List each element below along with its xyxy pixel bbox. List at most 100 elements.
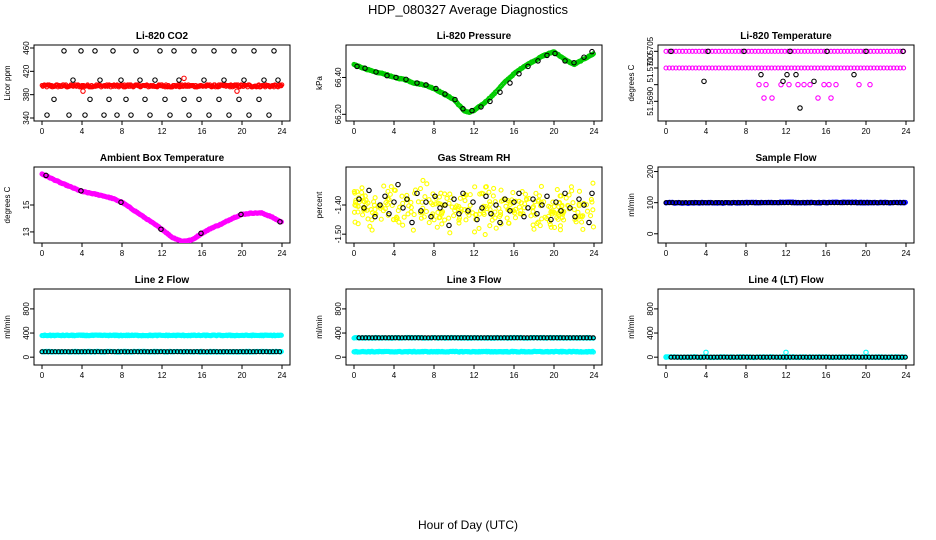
- data-point-row: [438, 335, 445, 341]
- data-point-row: [220, 349, 227, 355]
- data-point: [516, 190, 522, 197]
- x-tick-label: 24: [590, 371, 599, 380]
- data-point: [66, 112, 72, 118]
- y-axis-label: ml/min: [3, 315, 12, 339]
- data-point-cloud: [498, 221, 504, 227]
- data-point-row: [701, 354, 707, 360]
- data-point-cloud: [590, 224, 597, 230]
- data-point-row: [699, 48, 705, 54]
- data-point-row: [673, 65, 679, 71]
- x-tick-label: 16: [510, 371, 519, 380]
- data-point-row: [518, 335, 524, 341]
- data-point: [414, 190, 420, 197]
- data-point-row: [88, 349, 95, 355]
- data-point-cloud: [533, 190, 539, 196]
- data-point: [216, 96, 222, 103]
- data-point-row: [810, 354, 816, 360]
- data-point-row: [721, 354, 727, 360]
- data-point: [581, 54, 587, 60]
- data-point-row: [481, 335, 487, 341]
- data-point-row: [399, 335, 405, 341]
- x-tick-label: 24: [278, 249, 287, 258]
- data-point-cloud: [447, 230, 453, 236]
- data-point-row: [128, 349, 134, 355]
- data-point: [562, 190, 568, 197]
- data-point-cloud: [522, 191, 529, 197]
- data-point: [118, 77, 124, 83]
- data-point: [409, 219, 415, 226]
- x-tick-label: 24: [278, 371, 287, 380]
- data-point-cloud: [401, 214, 407, 220]
- data-point-row: [709, 65, 715, 71]
- data-point-row: [732, 200, 738, 206]
- data-point-row: [727, 354, 733, 360]
- data-point-row: [778, 48, 785, 54]
- data-point-cloud: [493, 225, 499, 231]
- data-point: [586, 219, 592, 226]
- data-point-cloud: [510, 190, 516, 196]
- data-point-row: [59, 349, 65, 355]
- data-point-row: [277, 349, 283, 355]
- x-tick-label: 0: [40, 249, 45, 258]
- data-point-row: [745, 200, 752, 206]
- x-tick-label: 12: [158, 127, 167, 136]
- data-point-row: [815, 200, 821, 206]
- data-point-cloud: [487, 201, 493, 207]
- data-point: [548, 216, 554, 223]
- data-point-row: [901, 200, 907, 206]
- data-point-trace: [278, 349, 284, 355]
- data-point-row: [886, 354, 892, 360]
- data-point-row: [105, 349, 111, 355]
- data-point-row: [270, 349, 276, 355]
- panel-title: Li-820 Temperature: [740, 31, 832, 42]
- data-point-row: [689, 48, 695, 54]
- data-point-row: [389, 335, 395, 341]
- data-point: [663, 354, 669, 360]
- data-point-row: [869, 354, 875, 360]
- data-point-cloud: [576, 188, 583, 194]
- data-point-cloud: [490, 193, 496, 199]
- y-tick-label: 100: [646, 195, 655, 209]
- data-point: [432, 193, 438, 200]
- data-point-row: [752, 65, 758, 71]
- data-point-cloud: [437, 214, 443, 220]
- data-point-row: [151, 349, 157, 355]
- y-tick-label: 51.5705: [646, 36, 655, 65]
- data-point-row: [844, 200, 851, 206]
- data-point-row: [752, 48, 758, 54]
- data-point: [158, 226, 164, 232]
- data-point: [539, 202, 545, 208]
- data-point-row: [121, 349, 128, 355]
- data-point-row: [828, 65, 834, 71]
- data-point: [589, 190, 595, 197]
- data-point-row: [432, 335, 438, 341]
- x-tick-label: 8: [744, 249, 749, 258]
- data-point-row: [729, 48, 735, 54]
- data-point-row: [392, 335, 398, 341]
- data-point-row: [197, 349, 203, 355]
- data-point-row: [194, 349, 200, 355]
- data-point-row: [798, 200, 804, 206]
- data-point-row: [772, 48, 778, 54]
- data-point-cloud: [487, 223, 493, 229]
- data-point: [552, 50, 558, 57]
- data-point: [567, 205, 573, 211]
- y-tick-label: 0: [22, 354, 31, 359]
- data-point-row: [838, 65, 844, 71]
- data-point-row: [835, 65, 841, 71]
- data-point: [384, 72, 390, 79]
- data-point-row: [405, 335, 412, 341]
- data-point: [460, 190, 466, 197]
- data-point-row: [772, 65, 778, 71]
- data-point-row: [803, 354, 809, 360]
- data-point-row: [524, 335, 530, 341]
- x-tick-label: 20: [862, 127, 871, 136]
- data-point-row: [514, 335, 520, 341]
- data-point-row: [769, 200, 775, 206]
- data-point: [474, 216, 480, 223]
- data-point: [361, 205, 367, 211]
- data-point-cloud: [536, 193, 543, 199]
- data-point-cloud: [378, 216, 384, 222]
- data-point-cloud: [554, 187, 560, 193]
- y-tick-label: 66.20: [334, 104, 343, 125]
